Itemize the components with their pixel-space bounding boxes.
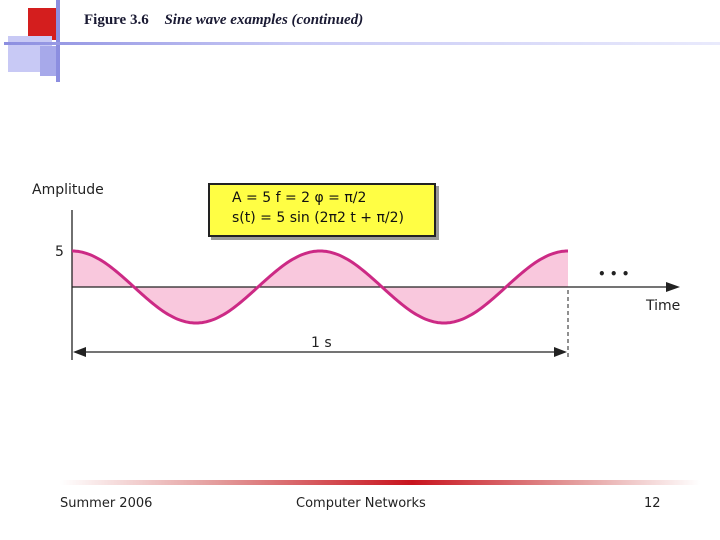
duration-label: 1 s	[311, 335, 332, 351]
duration-arrowhead-left	[73, 347, 86, 357]
corner-decoration	[40, 46, 56, 76]
corner-decoration	[28, 8, 60, 40]
x-axis-arrowhead	[666, 282, 680, 292]
amplitude-tick-label: 5	[55, 244, 64, 260]
sine-wave-line	[72, 249, 568, 325]
slide-title: Figure 3.6 Sine wave examples (continued…	[84, 12, 363, 29]
footer-date: Summer 2006	[60, 496, 153, 511]
x-axis-label: Time	[645, 298, 680, 314]
footer-page-number: 12	[644, 496, 661, 511]
y-axis-label: Amplitude	[32, 182, 104, 198]
formula-parameters: A = 5 f = 2 φ = π/2	[232, 190, 367, 206]
footer-course: Computer Networks	[296, 496, 426, 511]
formula-box: A = 5 f = 2 φ = π/2 s(t) = 5 sin (2π2 t …	[208, 183, 436, 237]
duration-arrowhead-right	[554, 347, 567, 357]
continuation-dots: • • •	[598, 267, 629, 281]
header-rule	[4, 42, 720, 45]
footer-rule	[60, 480, 700, 485]
formula-equation: s(t) = 5 sin (2π2 t + π/2)	[232, 210, 404, 226]
figure-number: Figure 3.6	[84, 12, 149, 28]
corner-decoration	[56, 0, 60, 82]
figure-caption: Sine wave examples (continued)	[164, 12, 364, 28]
